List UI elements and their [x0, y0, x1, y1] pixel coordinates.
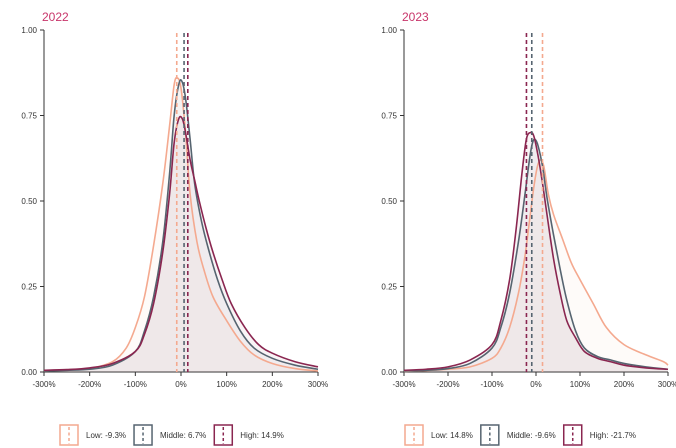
legend-label: High: 14.9%	[240, 431, 284, 440]
y-tick-label: 0.50	[21, 197, 37, 206]
density-line-middle	[403, 138, 669, 372]
x-tick-label: 300%	[658, 380, 676, 389]
legend-label: Low: -9.3%	[86, 431, 126, 440]
legend-swatch	[562, 424, 583, 446]
legend-item-low: Low: 14.8%	[404, 424, 473, 446]
x-tick-label: -100%	[480, 380, 503, 389]
legend-label: Middle: 6.7%	[160, 431, 206, 440]
x-tick-label: 0%	[530, 380, 542, 389]
x-tick-label: 200%	[262, 380, 282, 389]
legend-item-middle: Middle: 6.7%	[133, 424, 206, 446]
y-tick-label: 0.25	[381, 283, 397, 292]
density-area-middle	[44, 79, 318, 373]
legend-swatch	[59, 424, 79, 446]
legend-label: Middle: -9.6%	[507, 431, 556, 440]
x-tick-label: -300%	[392, 380, 415, 389]
density-area-high	[404, 132, 668, 372]
x-tick-label: -200%	[436, 380, 459, 389]
legend-item-low: Low: -9.3%	[59, 424, 126, 446]
density-line-high	[43, 115, 319, 372]
density-area-middle	[404, 139, 668, 372]
x-tick-label: -300%	[32, 380, 55, 389]
legend-label: Low: 14.8%	[431, 431, 473, 440]
x-tick-label: 0%	[175, 380, 187, 389]
legend-swatch	[480, 424, 500, 446]
x-tick-label: 100%	[216, 380, 236, 389]
legend-label: High: -21.7%	[590, 431, 636, 440]
y-tick-label: 0.00	[381, 368, 397, 377]
chart-panel-2023: 2023 0.00 0.25 0.50 0.75 1.00 -300% -200% -100% 0…	[381, 10, 676, 446]
y-tick-label: 0.25	[21, 283, 37, 292]
chart-title: 2022	[42, 10, 69, 24]
y-tick-label: 0.00	[21, 368, 37, 377]
y-tick-label: 0.50	[381, 197, 397, 206]
legend-item-high: High: 14.9%	[213, 424, 284, 446]
y-tick-label: 0.75	[381, 112, 397, 121]
density-line-high	[403, 131, 669, 372]
y-tick-label: 0.75	[21, 112, 37, 121]
density-area-low	[44, 77, 318, 373]
legend-item-high: High: -21.7%	[562, 424, 636, 446]
legend-swatch	[404, 424, 424, 446]
x-tick-label: 300%	[308, 380, 328, 389]
legend-item-middle: Middle: -9.6%	[480, 424, 556, 446]
x-tick-label: 200%	[614, 380, 634, 389]
y-tick-label: 1.00	[21, 26, 37, 35]
chart-title: 2023	[402, 10, 429, 24]
legend-swatch	[133, 424, 153, 446]
chart-panel-2022: 2022 0.00 0.25 0.50 0.75 1.00 -300% -200% -100% 0…	[21, 10, 328, 446]
density-area-low	[404, 159, 668, 372]
legend-swatch	[213, 424, 234, 446]
x-tick-label: 100%	[570, 380, 590, 389]
x-tick-label: -200%	[78, 380, 101, 389]
density-line-low	[403, 159, 669, 373]
density-line-low	[43, 76, 319, 372]
y-tick-label: 1.00	[381, 26, 397, 35]
x-tick-label: -100%	[124, 380, 147, 389]
density-area-high	[44, 116, 318, 372]
